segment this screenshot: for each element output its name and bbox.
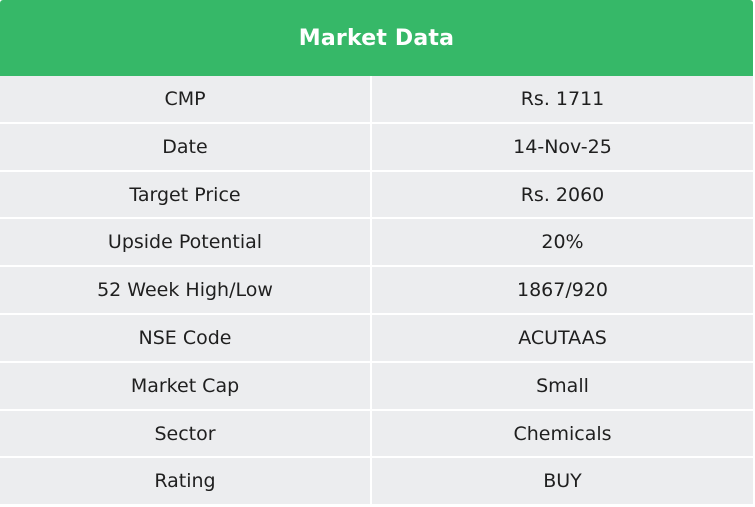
table-row: Market Cap Small (0, 363, 753, 411)
row-value-nse-code: ACUTAAS (518, 327, 607, 349)
row-label-date: Date (0, 124, 372, 170)
row-value-cmp: Rs. 1711 (520, 88, 605, 110)
table-row: Date 14-Nov-25 (0, 124, 753, 172)
row-label-sector: Sector (0, 411, 372, 456)
table-row: Sector Chemicals (0, 411, 753, 458)
row-value-upside-potential: 20% (541, 231, 584, 253)
table-row: Upside Potential 20% (0, 219, 753, 267)
row-value-sector: Chemicals (513, 422, 612, 445)
row-label-nse-code: NSE Code (0, 315, 372, 361)
row-value-market-cap: Small (536, 375, 589, 397)
table-row: 52 Week High/Low 1867/920 (0, 267, 753, 315)
table-row: NSE Code ACUTAAS (0, 315, 753, 363)
row-label-52-week-high-low: 52 Week High/Low (0, 267, 372, 313)
row-label-market-cap: Market Cap (0, 363, 372, 409)
row-label-cmp: CMP (0, 76, 372, 122)
table-row: CMP Rs. 1711 (0, 76, 753, 124)
row-value-target-price: Rs. 2060 (520, 183, 605, 206)
row-value-date: 14-Nov-25 (513, 136, 612, 158)
row-label-rating: Rating (0, 458, 372, 504)
table-header: Market Data (0, 0, 753, 76)
market-data-table: CMP Rs. 1711 Date 14-Nov-25 Target Price… (0, 76, 753, 506)
table-row: Rating BUY (0, 458, 753, 506)
table-title: Market Data (298, 25, 455, 51)
table-row: Target Price Rs. 2060 (0, 172, 753, 219)
row-label-upside-potential: Upside Potential (0, 219, 372, 265)
row-value-52-week-high-low: 1867/920 (516, 279, 609, 301)
row-value-rating: BUY (543, 470, 582, 492)
row-label-target-price: Target Price (0, 172, 372, 217)
